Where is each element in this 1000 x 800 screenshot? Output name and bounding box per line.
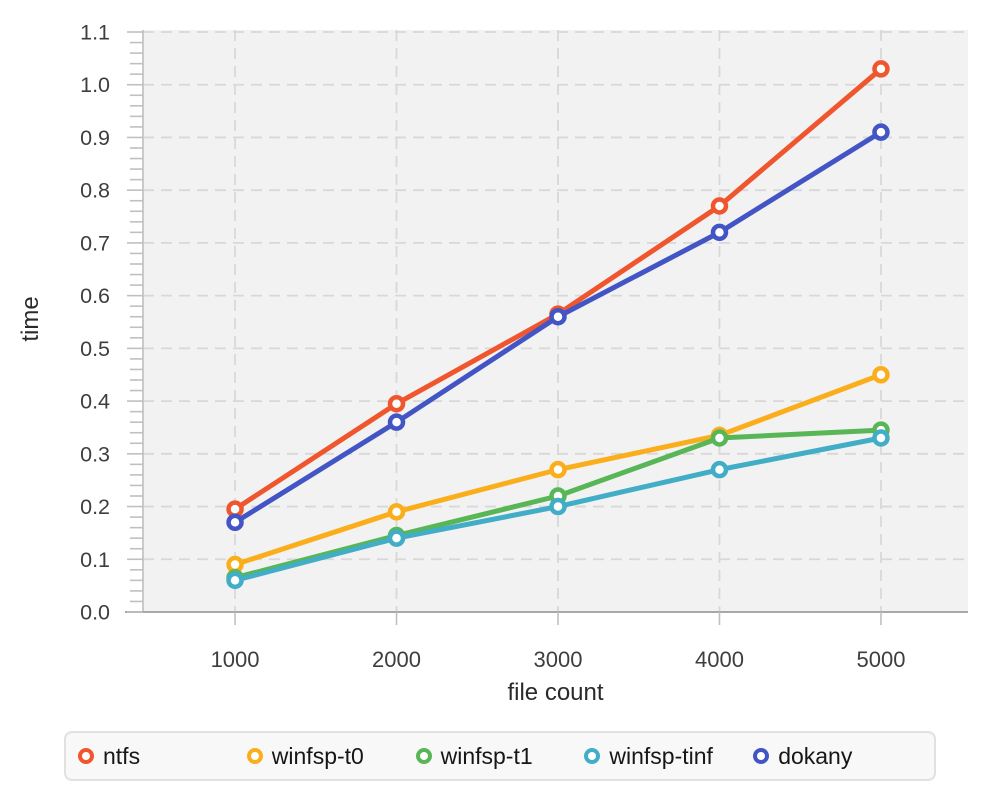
legend-label: winfsp-t0 xyxy=(271,742,364,769)
x-tick-label: 1000 xyxy=(211,647,260,672)
y-tick-label: 0.8 xyxy=(80,179,110,203)
legend-marker-icon-winfsp-t1 xyxy=(415,748,432,764)
series-marker-winfsp-t0 xyxy=(387,503,406,521)
y-tick-label: 0.7 xyxy=(80,231,110,255)
legend-marker-icon-ntfs xyxy=(78,748,94,764)
series-marker-dokany xyxy=(387,413,406,431)
y-tick-label: 0.3 xyxy=(80,442,110,466)
series-marker-winfsp-tinf xyxy=(387,529,406,547)
series-marker-winfsp-t0 xyxy=(872,365,890,384)
series-marker-winfsp-t0 xyxy=(549,460,567,479)
series-marker-dokany xyxy=(226,513,244,532)
x-tick-label: 3000 xyxy=(534,647,583,672)
legend-item-ntfs: ntfs xyxy=(78,743,247,770)
series-marker-dokany xyxy=(549,307,567,326)
legend: ntfs winfsp-t0 winfsp-t1 winfsp-tinf dokany xyxy=(64,731,936,781)
legend-marker-icon-winfsp-tinf xyxy=(584,748,601,764)
y-tick-label: 0.9 xyxy=(80,126,110,150)
legend-item-winfsp-t0: winfsp-t0 xyxy=(246,742,416,770)
x-axis-title: file count xyxy=(507,679,604,706)
chart-plot-area: 0.0 0.1 0.2 0.3 0.4 0.5 0.6 0.7 0.8 0.9 1.0 1.1 1000… xyxy=(80,21,968,672)
y-tick-label: 0.2 xyxy=(80,495,110,519)
legend-label: dokany xyxy=(778,742,853,769)
legend-item-dokany: dokany xyxy=(753,743,922,770)
x-tick-label: 4000 xyxy=(695,647,744,672)
legend-item-winfsp-tinf: winfsp-tinf xyxy=(584,743,753,770)
series-marker-dokany xyxy=(872,123,890,141)
y-tick-label: 0.0 xyxy=(80,601,110,625)
x-tick-label: 5000 xyxy=(856,647,905,672)
series-marker-winfsp-tinf xyxy=(549,497,567,516)
x-tick-label: 2000 xyxy=(372,647,421,672)
legend-item-winfsp-t1: winfsp-t1 xyxy=(415,742,585,770)
series-marker-ntfs xyxy=(710,197,729,215)
legend-marker-icon-dokany xyxy=(753,748,770,764)
y-axis-title: time xyxy=(17,296,44,342)
legend-label: ntfs xyxy=(103,742,141,769)
y-tick-label: 0.6 xyxy=(80,284,110,308)
y-tick-label: 0.1 xyxy=(80,548,110,572)
y-tick-label: 0.4 xyxy=(80,390,110,414)
series-marker-winfsp-tinf xyxy=(226,571,244,590)
y-tick-label: 1.1 xyxy=(80,21,110,45)
series-marker-dokany xyxy=(710,223,729,242)
legend-label: winfsp-tinf xyxy=(609,742,713,769)
series-marker-winfsp-tinf xyxy=(872,429,890,447)
y-tick-label: 0.5 xyxy=(80,337,110,361)
legend-marker-icon-winfsp-t0 xyxy=(246,748,263,764)
series-marker-winfsp-t1 xyxy=(710,429,729,447)
series-marker-ntfs xyxy=(387,394,406,413)
y-tick-label: 1.0 xyxy=(80,73,110,97)
series-marker-winfsp-tinf xyxy=(710,460,729,479)
legend-label: winfsp-t1 xyxy=(440,742,533,769)
series-marker-ntfs xyxy=(872,60,890,78)
